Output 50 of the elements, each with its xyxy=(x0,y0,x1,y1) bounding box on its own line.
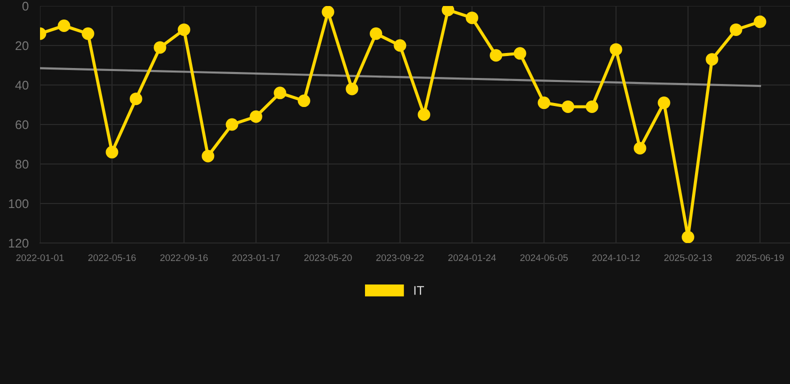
point xyxy=(730,23,742,36)
point xyxy=(466,12,478,24)
y-tick-label: 20 xyxy=(16,41,28,50)
y-tick-label: 40 xyxy=(15,80,28,90)
x-tick-label: 2023-09-22 xyxy=(376,254,424,262)
y-tick-label: 120 xyxy=(8,238,28,248)
x-tick-label: 2023-01-17 xyxy=(232,254,280,262)
x-tick-label: 2024-10-12 xyxy=(592,254,640,262)
point xyxy=(538,96,550,110)
point xyxy=(82,27,94,40)
x-tick-label: 2022-05-16 xyxy=(88,254,136,262)
point xyxy=(682,230,694,243)
point xyxy=(226,118,238,131)
point xyxy=(394,39,406,52)
point xyxy=(58,20,70,32)
x-tick-label: 2024-06-05 xyxy=(520,254,568,262)
point xyxy=(178,23,190,36)
x-tick-label: 2022-01-01 xyxy=(16,254,64,262)
point xyxy=(322,6,334,18)
point xyxy=(346,82,358,96)
x-tick-label: 2023-05-20 xyxy=(304,254,352,262)
line-series xyxy=(40,67,762,88)
point xyxy=(514,47,526,60)
y-tick-label: 80 xyxy=(16,160,28,169)
point xyxy=(442,6,454,16)
y-tick-label: 60 xyxy=(16,120,28,130)
point xyxy=(658,96,670,110)
x-tick-label: 2022-09-16 xyxy=(160,254,208,262)
point xyxy=(610,43,622,56)
point xyxy=(490,49,502,62)
point xyxy=(370,27,382,40)
point xyxy=(250,110,262,123)
point xyxy=(130,92,142,106)
x-tick-label: 2024-01-24 xyxy=(448,254,496,262)
point xyxy=(418,108,430,121)
point xyxy=(298,94,310,108)
point xyxy=(586,100,598,113)
point xyxy=(106,146,118,158)
point xyxy=(274,86,286,100)
y-tick-label: 0 xyxy=(22,2,28,11)
point xyxy=(706,53,718,66)
point xyxy=(634,142,646,154)
point xyxy=(202,150,214,162)
y-tick-label: 100 xyxy=(8,199,28,208)
point xyxy=(562,100,574,113)
point xyxy=(154,41,166,54)
x-tick-label: 2025-02-13 xyxy=(664,254,712,262)
point xyxy=(754,16,766,28)
legend-label: IT xyxy=(414,286,424,295)
x-tick-label: 2025-06-19 xyxy=(736,254,784,262)
